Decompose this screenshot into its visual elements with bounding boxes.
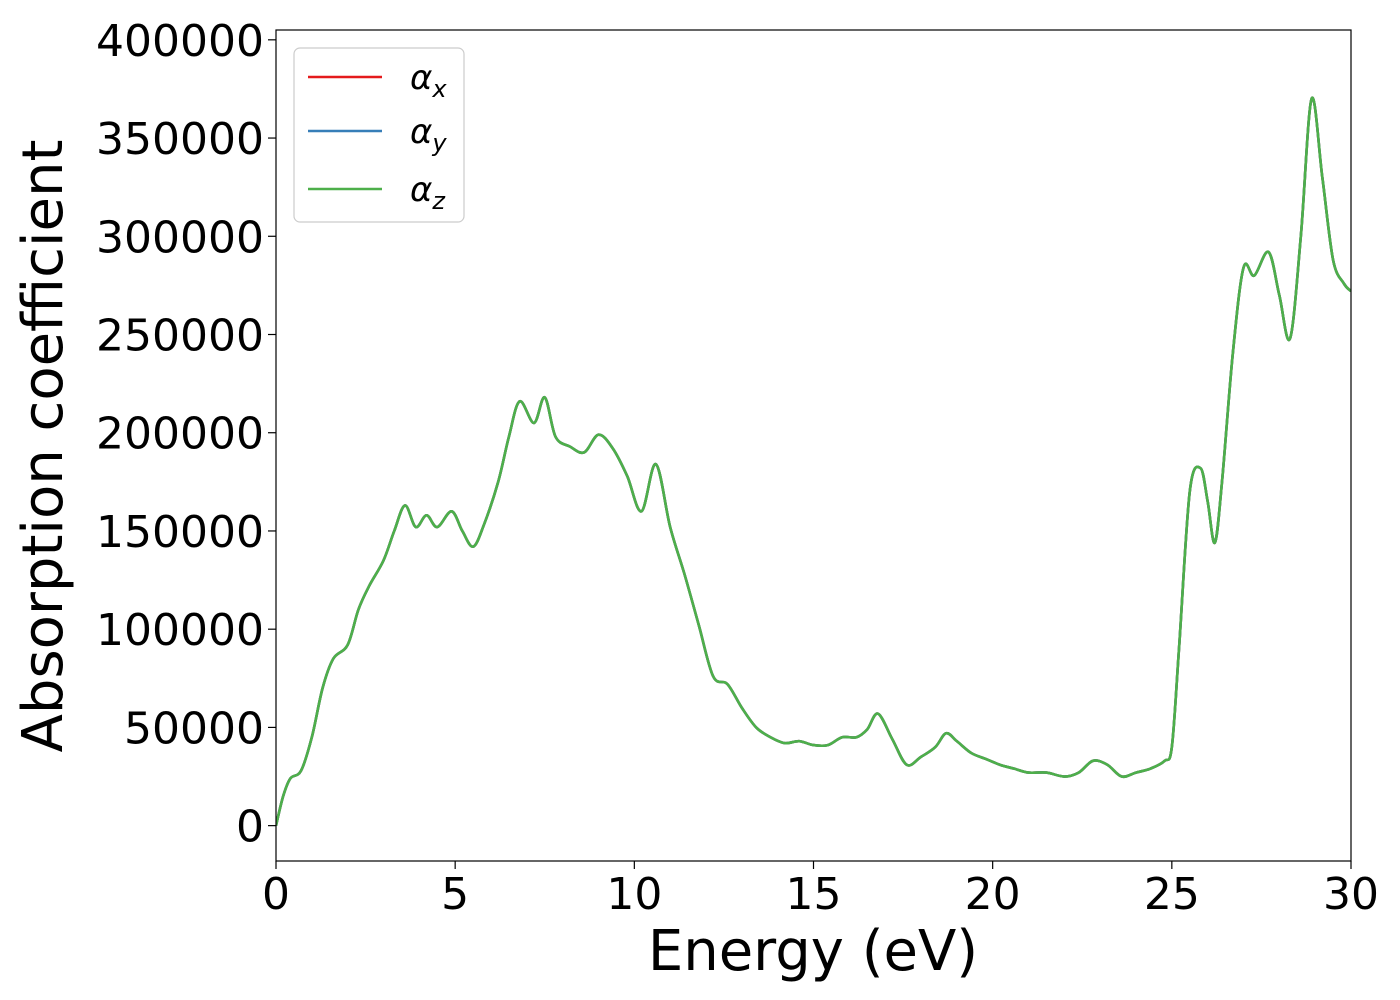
y-tick-label: 150000: [96, 507, 264, 558]
legend-label-sub: z: [431, 187, 446, 215]
x-tick-label: 15: [786, 869, 842, 920]
legend-label-sub: x: [431, 75, 447, 103]
x-tick-label: 10: [606, 869, 662, 920]
series-line-z: [276, 96, 1351, 826]
y-tick-label: 300000: [96, 212, 264, 263]
x-tick-label: 0: [262, 869, 290, 920]
legend-label-y: αy: [410, 112, 447, 157]
y-axis-ticks: 0 50000 100000 150000 200000 250000 300000 3500…: [96, 16, 276, 853]
legend-label-main: α: [410, 112, 432, 152]
legend-label-z: αz: [410, 170, 446, 215]
series-layer: [276, 96, 1351, 826]
legend-box: [293, 47, 465, 223]
y-tick-label: 200000: [96, 409, 264, 460]
y-tick-label: 100000: [96, 605, 264, 656]
legend-label-sub: y: [431, 129, 447, 157]
legend-label-x: αx: [410, 58, 447, 103]
x-tick-label: 20: [965, 869, 1021, 920]
y-tick-label: 350000: [96, 114, 264, 165]
y-tick-label: 250000: [96, 311, 264, 362]
y-tick-label: 50000: [124, 703, 264, 754]
x-axis-ticks: 0 5 10 15 20 25 30: [262, 861, 1379, 920]
y-axis-label: Absorption coefficient: [11, 140, 76, 753]
y-tick-label: 0: [236, 802, 264, 853]
x-axis-label: Energy (eV): [648, 919, 978, 984]
x-tick-label: 30: [1323, 869, 1379, 920]
legend-label-main: α: [410, 58, 432, 98]
x-tick-label: 25: [1144, 869, 1200, 920]
y-tick-label: 400000: [96, 16, 264, 67]
x-tick-label: 5: [441, 869, 469, 920]
legend-label-main: α: [410, 170, 432, 210]
